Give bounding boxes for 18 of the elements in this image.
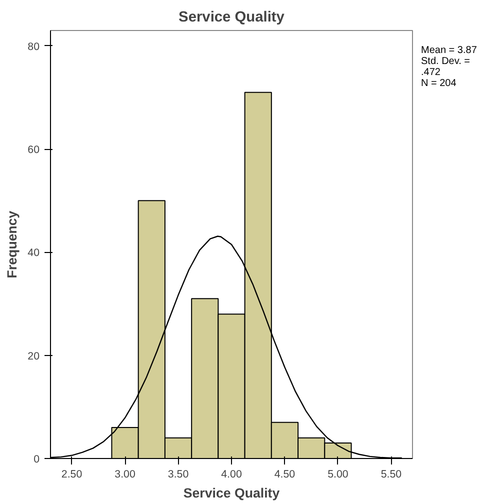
x-tick-label: 4.50 <box>274 468 296 480</box>
x-tick-label: 4.00 <box>221 468 242 480</box>
y-tick-label: 0 <box>34 454 40 466</box>
x-tick-label: 5.00 <box>328 468 348 480</box>
text: Mean = 3.87 <box>421 45 477 56</box>
x-tick-label: 2.50 <box>61 468 82 480</box>
chart-title: Service Quality <box>178 10 286 26</box>
y-tick-label: 80 <box>28 40 40 53</box>
text: Std. Dev. = .472 <box>421 56 470 78</box>
y-tick-label: 40 <box>28 247 40 260</box>
y-tick-label: 20 <box>28 350 40 362</box>
y-tick-label: 60 <box>28 144 40 156</box>
x-tick-label: 3.50 <box>168 468 189 480</box>
x-tick-label: 3.00 <box>114 468 136 480</box>
y-axis-title: Frequency <box>4 210 20 278</box>
text: N = 204 <box>421 78 456 89</box>
x-tick-label: 5.50 <box>380 468 402 480</box>
x-axis-title: Service Quality <box>183 486 280 500</box>
